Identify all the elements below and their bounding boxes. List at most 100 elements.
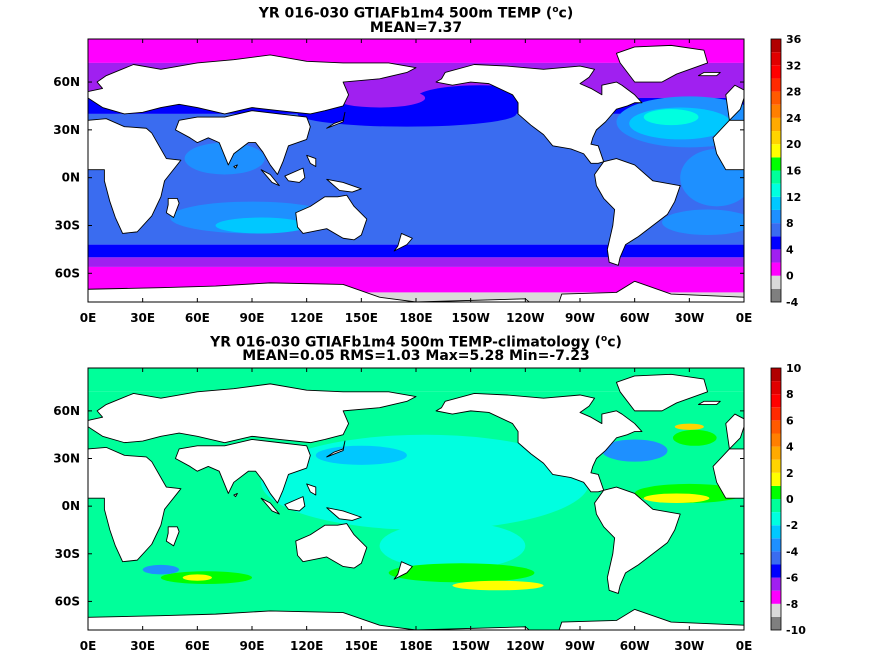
land-12 (165, 526, 180, 547)
land-16 (233, 164, 238, 169)
colorbar-tick-label: 12 (786, 191, 801, 204)
map2-title-line1: YR 016-030 GTIAFb1m4 500m TEMP-climatolo… (210, 334, 622, 351)
map1-title-line1: YR 016-030 GTIAFb1m4 500m TEMP (oc) (258, 5, 574, 22)
xtick-label: 0E (736, 639, 753, 653)
anom-blob-north-atlantic-warm (674, 423, 704, 430)
land-1 (175, 439, 311, 504)
xtick-label: 60W (620, 311, 650, 325)
land-16 (233, 492, 238, 498)
land-6 (326, 111, 346, 129)
xtick-label: 120W (506, 639, 544, 653)
colorbar-tick-label: 36 (786, 33, 802, 46)
colorbar-segment (771, 538, 781, 552)
land-13 (260, 169, 280, 187)
xtick-label: 90W (565, 639, 595, 653)
land-0 (88, 54, 417, 115)
colorbar-segment (771, 459, 781, 473)
colorbar-segment (771, 616, 781, 630)
colorbar-segment (771, 157, 781, 171)
colorbar-tick-label: -4 (786, 296, 799, 309)
colorbar-tick-label: 0 (786, 493, 794, 506)
anom-blob-acc-warm (452, 580, 544, 591)
colorbar-tick-label: -6 (786, 572, 799, 585)
xtick-label: 0E (80, 639, 97, 653)
xtick-label: 30E (130, 639, 155, 653)
land-0 (88, 383, 417, 444)
land-7 (435, 64, 643, 164)
land-8 (594, 486, 681, 594)
xtick-label: 120E (290, 639, 323, 653)
xtick-label: 90E (240, 639, 265, 653)
land-10 (697, 400, 721, 405)
colorbar-tick-label: 6 (786, 414, 794, 427)
temp-band-southern-front (88, 244, 744, 258)
land-6 (326, 440, 346, 458)
xtick-label: 150E (345, 311, 378, 325)
colorbar-segment (771, 209, 781, 224)
colorbar-tick-label: 20 (786, 138, 802, 151)
colorbar-segment (771, 117, 781, 132)
ytick-label: 60S (55, 594, 80, 608)
land-17 (306, 483, 317, 496)
colorbar-segment (771, 262, 781, 276)
colorbar-segment (771, 104, 781, 118)
land-19 (88, 610, 530, 630)
colorbar-segment (771, 288, 781, 302)
ytick-label: 0N (62, 171, 80, 185)
land-14 (284, 496, 306, 512)
temp-band-antarctic-shelf (88, 292, 744, 302)
anom-blob-acc-indian-warm (182, 574, 212, 581)
land-19 (88, 282, 530, 302)
anom-blob-agulhas (142, 564, 180, 575)
xtick-label: 150W (452, 639, 490, 653)
land-1 (175, 110, 311, 175)
xtick-label: 180E (399, 639, 432, 653)
colorbar-segment (771, 394, 781, 408)
colorbar-segment (771, 236, 781, 250)
xtick-label: 120E (290, 311, 323, 325)
xtick-label: 30E (130, 311, 155, 325)
colorbar-segment (771, 472, 781, 486)
map-2-field (88, 368, 744, 630)
land-11 (393, 233, 413, 252)
land-15 (326, 178, 362, 193)
blob-arabian-sea (184, 142, 265, 175)
colorbar-segment (771, 223, 781, 237)
ytick-label: 30S (55, 218, 80, 232)
ytick-label: 30N (53, 123, 80, 137)
anom-blob-equatorial-atlantic-warm (643, 493, 710, 503)
colorbar-tick-label: 4 (786, 441, 794, 454)
xtick-label: 30W (674, 639, 704, 653)
ytick-label: 60N (53, 404, 80, 418)
xtick-label: 150E (345, 639, 378, 653)
anom-blob-north-atlantic (672, 429, 717, 446)
colorbar-segment (771, 603, 781, 617)
colorbar-segment (771, 249, 781, 263)
colorbar-segment (771, 564, 781, 578)
map2-title-line2: MEAN=0.05 RMS=1.03 Max=5.28 Min=-7.23 (242, 348, 590, 364)
land-18 (558, 280, 744, 302)
xtick-label: 0E (80, 311, 97, 325)
ytick-label: 30N (53, 452, 80, 466)
colorbar-segment (771, 407, 781, 421)
land-4 (725, 413, 744, 450)
land-8 (594, 158, 681, 266)
colorbar-segment (771, 196, 781, 210)
colorbar-segment (771, 525, 781, 539)
colorbar-tick-label: 32 (786, 59, 801, 72)
anom-blob-gulf-stream (601, 439, 668, 462)
colorbar-segment (771, 590, 781, 604)
colorbar-segment (771, 52, 781, 66)
colorbar-segment (771, 170, 781, 184)
colorbar-tick-label: 8 (786, 217, 794, 230)
land-11 (393, 561, 413, 580)
xtick-label: 90E (240, 311, 265, 325)
land-9 (615, 373, 709, 412)
colorbar-segment (771, 91, 781, 105)
xtick-label: 30W (674, 311, 704, 325)
xtick-label: 60E (185, 311, 210, 325)
colorbar-segment (771, 446, 781, 460)
colorbar-tick-label: -10 (786, 624, 806, 637)
land-7 (435, 392, 643, 493)
